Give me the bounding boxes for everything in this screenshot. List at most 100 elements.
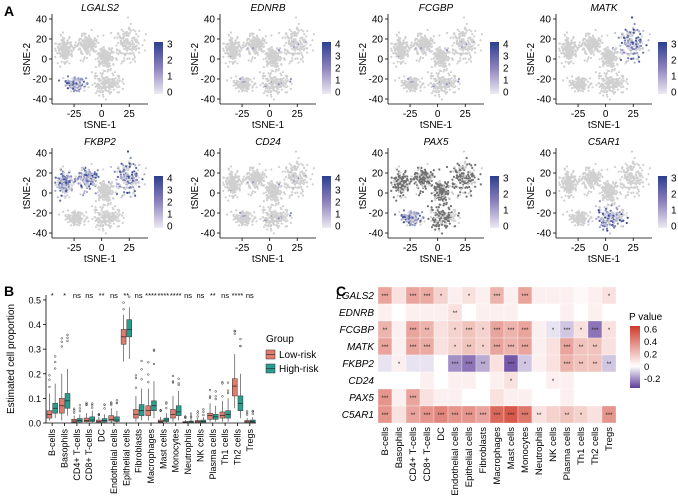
tsne-point — [626, 82, 629, 85]
tsne-point — [73, 223, 76, 226]
tsne-point — [64, 79, 67, 83]
tsne-point — [62, 42, 66, 45]
tsne-point — [273, 81, 276, 85]
tsne-point — [86, 37, 89, 40]
tsne-point — [562, 43, 565, 46]
tsne-point — [566, 76, 569, 79]
tsne-point — [103, 49, 106, 52]
tsne-point — [124, 38, 127, 41]
tsne-point — [251, 43, 254, 46]
tsne-point — [129, 52, 132, 55]
tsne-point — [445, 88, 448, 91]
tsne-point — [225, 79, 229, 82]
tsne-point — [259, 83, 262, 86]
tsne-point — [64, 218, 67, 221]
tsne-point — [444, 80, 447, 83]
tsne-point — [110, 85, 114, 88]
tsne-point — [84, 84, 87, 87]
tsne-point — [464, 31, 467, 34]
tsne-point — [82, 46, 85, 49]
tsne-point — [85, 45, 88, 49]
tsne-point — [130, 47, 133, 50]
tsne-point — [614, 58, 618, 61]
tsne-point — [143, 49, 146, 52]
tsne-point — [421, 42, 424, 45]
x-axis-label: tSNE-1 — [84, 254, 117, 265]
y-tick-label: 20 — [36, 169, 48, 180]
tsne-point — [265, 83, 268, 86]
tsne-point — [137, 176, 140, 179]
tsne-point — [575, 77, 578, 80]
tsne-point — [465, 61, 468, 64]
tsne-point — [236, 41, 239, 44]
tsne-point — [470, 60, 473, 63]
tsne-point — [270, 34, 273, 37]
tsne-point — [128, 26, 131, 29]
tsne-point — [122, 52, 125, 56]
expression-color-bar — [658, 42, 667, 94]
tsne-point — [84, 173, 87, 176]
tsne-point — [103, 80, 106, 83]
tsne-point — [608, 53, 611, 56]
tsne-point — [406, 85, 409, 88]
tsne-point — [80, 34, 83, 38]
tsne-point — [83, 177, 86, 180]
tsne-point — [416, 83, 419, 86]
tsne-point — [109, 222, 112, 225]
tsne-point — [93, 37, 96, 40]
tsne-point — [415, 59, 418, 62]
tsne-point — [135, 172, 138, 175]
tsne-point — [135, 166, 138, 170]
tsne-point — [454, 85, 457, 88]
tsne-point — [133, 188, 136, 191]
tsne-point — [390, 55, 393, 59]
tsne-point — [624, 28, 627, 31]
tsne-point — [130, 39, 134, 42]
tsne-point — [123, 191, 126, 194]
tsne-point — [568, 84, 571, 87]
tsne-point — [117, 32, 120, 35]
tsne-point — [263, 50, 266, 53]
tsne-point — [110, 165, 113, 169]
tsne-point — [397, 57, 400, 60]
tsne-point — [56, 52, 59, 55]
tsne-point — [111, 189, 114, 192]
tsne-point — [261, 37, 264, 40]
gene-title: FCGBP — [419, 3, 454, 14]
tsne-point — [113, 170, 116, 173]
tsne-point — [245, 90, 249, 93]
tsne-point — [633, 61, 636, 64]
tsne-point — [102, 46, 105, 49]
tsne-point — [60, 60, 63, 63]
tsne-point — [594, 71, 598, 74]
tsne-point — [90, 162, 93, 166]
tsne-point — [110, 31, 113, 35]
tsne-point — [600, 57, 603, 60]
tsne-point — [264, 35, 267, 38]
tsne-point — [620, 83, 623, 86]
tsne-point — [90, 42, 93, 45]
tsne-point — [469, 54, 472, 57]
tsne-point — [473, 42, 476, 45]
tsne-point — [613, 49, 617, 52]
tsne-point — [627, 59, 630, 62]
tsne-point — [595, 83, 598, 86]
tsne-point — [133, 37, 136, 41]
tsne-point — [123, 47, 126, 51]
tsne-point — [83, 43, 86, 46]
tsne-point — [281, 36, 284, 39]
tsne-point — [568, 52, 571, 55]
tsne-point — [593, 49, 596, 52]
tsne-point — [85, 48, 88, 51]
tsne-point — [102, 168, 105, 171]
tsne-point — [275, 65, 278, 68]
tsne-point — [128, 165, 131, 168]
tsne-point — [107, 90, 111, 93]
tsne-point — [262, 92, 266, 95]
tsne-point — [413, 77, 416, 80]
tsne-point — [131, 171, 134, 174]
tsne-point — [464, 28, 467, 31]
tsne-point — [443, 65, 446, 68]
tsne-point — [413, 87, 416, 90]
tsne-point — [397, 31, 401, 34]
